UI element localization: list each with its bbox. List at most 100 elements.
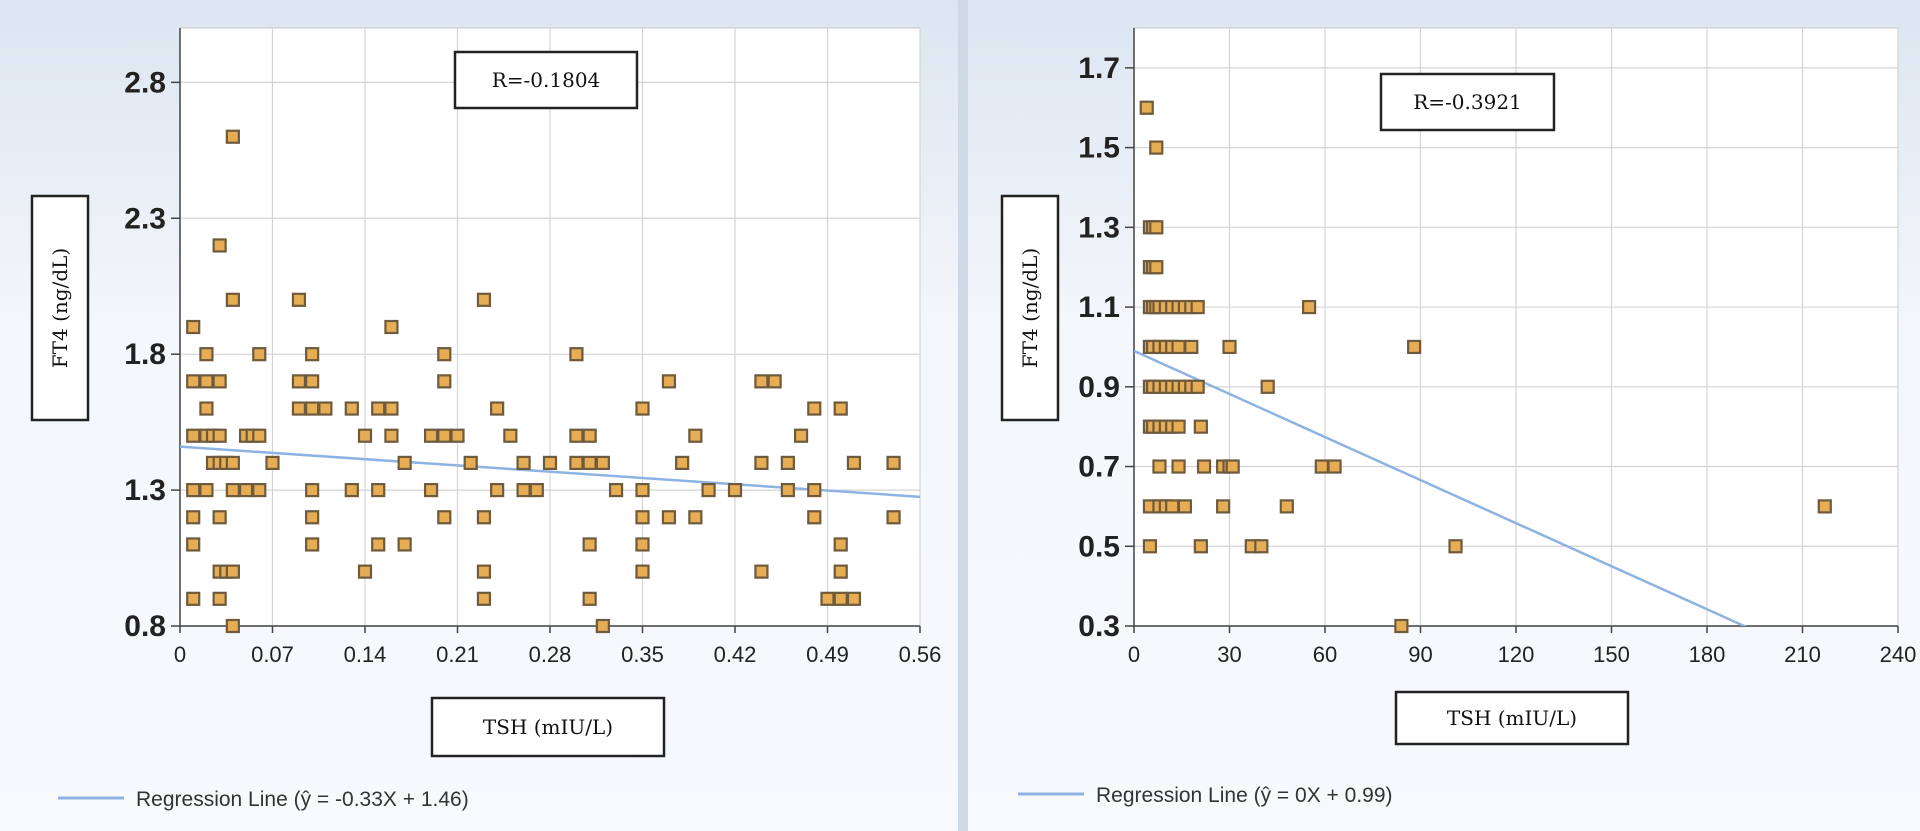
data-point [225,292,240,307]
data-point [371,401,386,416]
data-point [582,591,597,606]
data-point [886,455,901,471]
data-point [186,591,201,606]
data-point [516,455,531,471]
data-point [635,401,650,416]
data-point [212,510,227,525]
data-point [437,374,452,389]
data-point [186,482,201,498]
data-point [754,455,769,471]
y-tick-label: 0.9 [1078,371,1120,404]
data-point [569,455,584,471]
chart-panel-right: 0 30 60 90 120 150 180 210 240 0.3 0.5 0.7 0.9 1.1 1.3… [968,0,1920,831]
data-point [212,238,227,253]
data-point [1149,140,1164,155]
data-point [1196,459,1212,474]
x-axis-label: TSH (mIU/L) [1447,706,1577,730]
data-point [305,482,320,498]
data-point [1190,379,1205,394]
data-point [225,482,240,498]
x-tick-label: 0.56 [899,642,942,667]
data-point [635,537,650,552]
y-tick-label: 1.3 [124,474,166,507]
data-point [476,564,492,579]
data-point [437,510,452,525]
data-point [344,482,359,498]
data-point [635,564,650,579]
data-point [252,482,267,498]
data-point [1314,459,1329,474]
data-point [437,428,452,443]
x-tick-label: 0 [174,642,186,667]
data-point [199,347,214,362]
data-point [1184,339,1199,355]
data-point [476,591,492,606]
data-point [1254,539,1269,554]
data-point [186,510,201,525]
x-tick-label: 120 [1498,642,1535,667]
x-tick-label: 30 [1217,642,1241,667]
data-point [807,482,822,498]
data-point [807,401,822,416]
data-point [1394,618,1409,634]
data-point [635,482,650,498]
data-point [199,374,214,389]
data-point [199,401,214,416]
data-point [1301,299,1317,315]
chart-panel-left: 0 0.07 0.14 0.21 0.28 0.35 0.42 0.49 0.56 0.8 1.3 1… [0,0,958,831]
data-point [186,428,201,443]
data-point [476,510,492,525]
data-point [833,401,848,416]
data-point [225,618,240,634]
x-tick-label: 0.35 [621,642,664,667]
data-point [252,347,267,362]
x-axis-label-box [1394,690,1630,746]
regression-line [180,445,920,499]
x-tick-label: 180 [1689,642,1726,667]
data-point [371,537,386,552]
data-point [1149,260,1164,275]
data-point [569,347,584,362]
data-point [516,482,531,498]
data-point [1193,419,1208,434]
data-point [727,482,743,498]
y-axis-label-box [1000,194,1060,422]
y-tick-label: 0.7 [1078,451,1120,484]
data-point [186,319,201,335]
data-point [423,482,439,498]
data-point [186,374,201,389]
data-point [820,591,835,606]
x-tick-label: 240 [1880,642,1917,667]
scatter-chart-tsh-full: 0 30 60 90 120 150 180 210 240 0.3 0.5 0.7 0.9 1.1 1.3… [1000,27,1917,807]
data-point [1279,499,1294,514]
legend-label: Regression Line (ŷ = 0X + 0.99) [1096,784,1393,807]
data-point [542,455,558,471]
data-point [582,537,597,552]
data-point [357,428,373,443]
y-tick-label: 1.7 [1078,52,1120,85]
x-axis-label-box [430,696,666,758]
data-point [780,455,795,471]
correlation-label: R=-0.1804 [492,68,601,92]
data-point [1190,299,1205,315]
data-point [291,401,307,416]
data-point [661,374,677,389]
data-point [595,455,610,471]
data-point [833,537,848,552]
panel-divider [958,0,968,831]
data-point [344,401,359,416]
scatter-chart-tsh-low: 0 0.07 0.14 0.21 0.28 0.35 0.42 0.49 0.56 0.8 1.3 1… [30,27,942,811]
data-point [754,564,769,579]
data-point [1327,459,1342,474]
data-point [305,510,320,525]
data-point [1149,220,1164,235]
x-tick-label: 0.42 [714,642,757,667]
data-point [846,591,862,606]
data-point [1171,459,1186,474]
data-point [780,482,795,498]
data-point [886,510,901,525]
data-point [833,564,848,579]
data-point [608,482,624,498]
data-point [1260,379,1275,394]
y-tick-label: 2.8 [124,66,166,99]
